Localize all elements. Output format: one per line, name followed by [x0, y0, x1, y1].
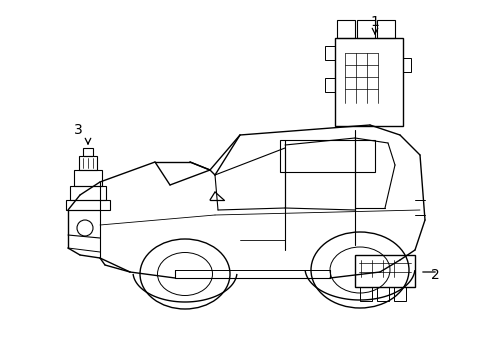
Bar	[325, 46, 334, 60]
Bar	[74, 170, 102, 186]
Bar	[402, 58, 410, 72]
Bar	[376, 20, 394, 38]
Bar	[70, 186, 106, 200]
Bar	[359, 287, 371, 301]
Text: 1: 1	[370, 15, 379, 29]
Text: 2: 2	[430, 268, 439, 282]
Bar	[79, 156, 97, 170]
Bar	[356, 20, 374, 38]
Bar	[336, 20, 354, 38]
Bar	[66, 200, 110, 210]
Bar	[83, 148, 93, 156]
Bar	[325, 78, 334, 92]
Bar	[393, 287, 405, 301]
Bar	[334, 38, 402, 126]
Text: 3: 3	[74, 123, 82, 137]
Bar	[280, 140, 374, 172]
Bar	[354, 255, 414, 287]
Bar	[376, 287, 388, 301]
